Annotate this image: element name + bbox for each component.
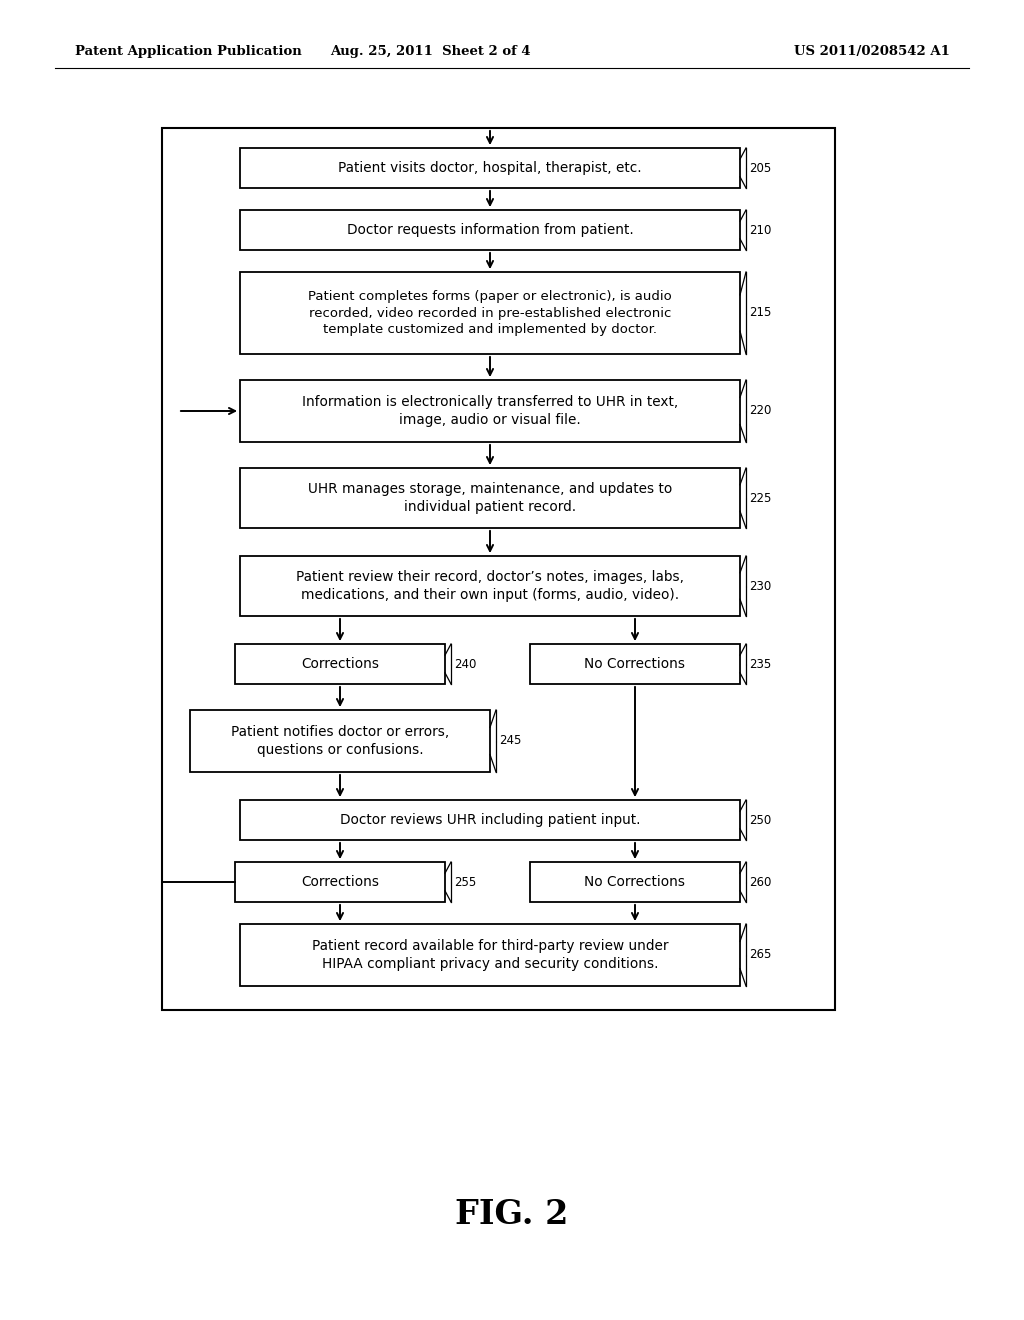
Text: No Corrections: No Corrections	[585, 657, 685, 671]
Text: 205: 205	[749, 161, 771, 174]
Text: 250: 250	[749, 813, 771, 826]
Text: US 2011/0208542 A1: US 2011/0208542 A1	[795, 45, 950, 58]
Text: FIG. 2: FIG. 2	[456, 1199, 568, 1232]
Bar	[530, 862, 740, 902]
Text: Corrections: Corrections	[301, 875, 379, 888]
Text: Doctor reviews UHR including patient input.: Doctor reviews UHR including patient inp…	[340, 813, 640, 828]
Text: Information is electronically transferred to UHR in text,
image, audio or visual: Information is electronically transferre…	[302, 395, 678, 426]
Text: Patient notifies doctor or errors,
questions or confusions.: Patient notifies doctor or errors, quest…	[230, 725, 450, 756]
Text: 215: 215	[749, 306, 771, 319]
Text: Patient visits doctor, hospital, therapist, etc.: Patient visits doctor, hospital, therapi…	[338, 161, 642, 176]
Text: Patient completes forms (paper or electronic), is audio
recorded, video recorded: Patient completes forms (paper or electr…	[308, 290, 672, 337]
Text: 245: 245	[499, 734, 521, 747]
Bar	[240, 556, 740, 616]
Text: Aug. 25, 2011  Sheet 2 of 4: Aug. 25, 2011 Sheet 2 of 4	[330, 45, 530, 58]
Text: 240: 240	[454, 657, 476, 671]
Text: 260: 260	[749, 875, 771, 888]
Bar	[240, 924, 740, 986]
Text: Patient record available for third-party review under
HIPAA compliant privacy an: Patient record available for third-party…	[311, 939, 669, 972]
Bar	[234, 862, 445, 902]
Text: 235: 235	[749, 657, 771, 671]
Bar	[530, 644, 740, 684]
Text: UHR manages storage, maintenance, and updates to
individual patient record.: UHR manages storage, maintenance, and up…	[308, 482, 672, 513]
Bar	[190, 710, 490, 772]
Bar	[162, 128, 835, 1010]
Text: 255: 255	[454, 875, 476, 888]
Text: No Corrections: No Corrections	[585, 875, 685, 888]
Text: Patient review their record, doctor’s notes, images, labs,
medications, and thei: Patient review their record, doctor’s no…	[296, 570, 684, 602]
Text: 210: 210	[749, 223, 771, 236]
Bar	[240, 469, 740, 528]
Bar	[240, 210, 740, 249]
Bar	[240, 380, 740, 442]
Text: Doctor requests information from patient.: Doctor requests information from patient…	[347, 223, 634, 238]
Text: Patent Application Publication: Patent Application Publication	[75, 45, 302, 58]
Text: 265: 265	[749, 949, 771, 961]
Bar	[240, 800, 740, 840]
Bar	[240, 272, 740, 354]
Bar	[240, 148, 740, 187]
Text: Corrections: Corrections	[301, 657, 379, 671]
Text: 230: 230	[749, 579, 771, 593]
Text: 220: 220	[749, 404, 771, 417]
Bar	[234, 644, 445, 684]
Text: 225: 225	[749, 491, 771, 504]
